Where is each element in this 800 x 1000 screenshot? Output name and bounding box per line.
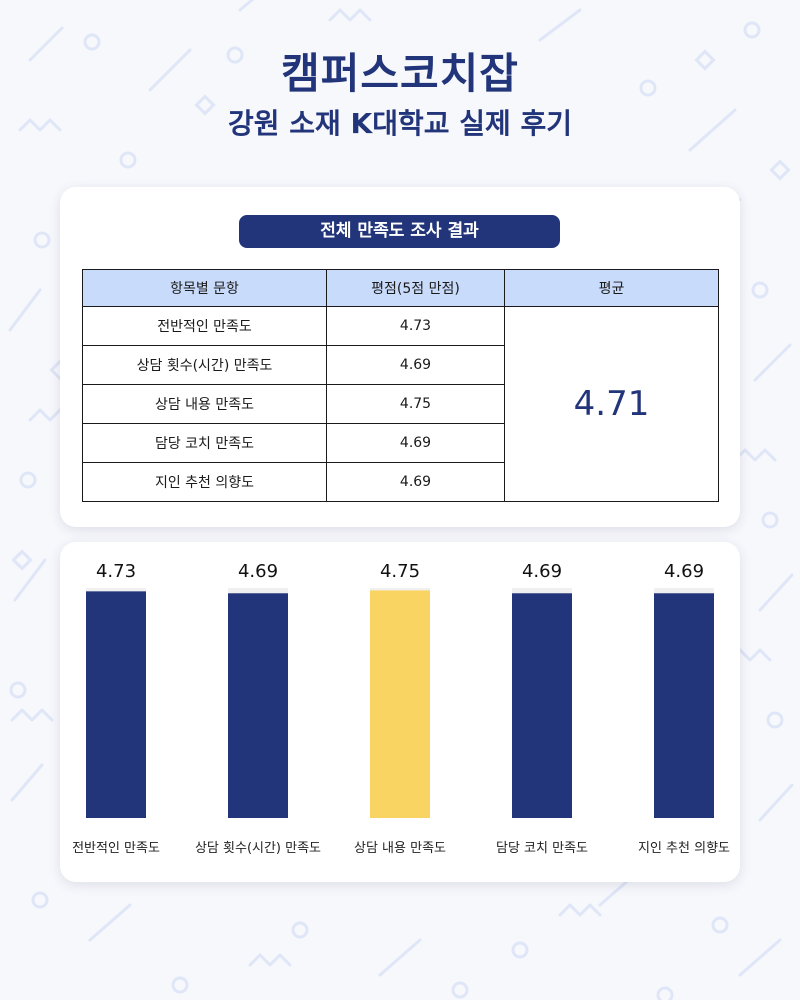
decor-circle <box>639 79 657 97</box>
decor-line <box>88 903 132 942</box>
decor-circle <box>31 891 49 909</box>
bar-value-label: 4.69 <box>238 561 278 582</box>
category-label: 상담 내용 만족도 <box>354 841 446 856</box>
decor-line <box>148 48 192 92</box>
decor-line <box>28 26 64 62</box>
decor-line <box>753 343 792 382</box>
decor-circle <box>119 151 137 169</box>
decor-circle <box>451 981 469 999</box>
category-label: 전반적인 만족도 <box>72 841 160 856</box>
row-item: 담당 코치 만족도 <box>82 423 327 463</box>
decor-circle <box>33 231 51 249</box>
decor-circle <box>83 33 101 51</box>
category-label: 지인 추천 의향도 <box>638 841 730 856</box>
decor-line <box>738 938 782 977</box>
decor-line <box>758 573 794 612</box>
decor-line <box>13 558 47 602</box>
decor-line <box>758 783 794 822</box>
table-row: 지인 추천 의향도 4.69 <box>82 462 719 502</box>
decor-zigzag <box>248 953 292 967</box>
bar-value-label: 4.69 <box>522 561 562 582</box>
brand-logo-text: 캠퍼스코치잡 <box>281 49 519 98</box>
survey-table: 항목별 문항 평점(5점 만점) 평균 전반적인 만족도 4.73 4.71 상… <box>82 269 719 502</box>
decor-line <box>8 288 42 332</box>
decor-circle <box>656 986 674 1000</box>
average-value: 4.71 <box>504 306 719 502</box>
decor-line <box>10 763 44 802</box>
decor-zigzag <box>18 118 62 132</box>
decor-line <box>688 108 737 152</box>
bar-value-label: 4.73 <box>96 561 136 582</box>
decor-circle <box>761 511 779 529</box>
row-score: 4.69 <box>326 345 505 385</box>
bar-value-label: 4.69 <box>664 561 704 582</box>
decor-circle <box>766 711 784 729</box>
decor-circle <box>751 281 769 299</box>
row-item: 지인 추천 의향도 <box>82 462 327 502</box>
bar <box>228 593 288 818</box>
column-header-item: 항목별 문항 <box>82 269 327 307</box>
decor-zigzag <box>733 448 777 462</box>
bar <box>654 593 714 818</box>
decor-line <box>538 8 582 42</box>
bar <box>86 591 146 818</box>
decor-circle <box>511 941 529 959</box>
decor-circle <box>171 976 189 994</box>
decor-circle <box>19 471 37 489</box>
bar-value-label: 4.75 <box>380 561 420 582</box>
category-label: 담당 코치 만족도 <box>496 841 588 856</box>
decor-diamond <box>11 549 33 571</box>
table-row: 담당 코치 만족도 4.69 <box>82 423 719 463</box>
bar-chart-card: 4.73 전반적인 만족도 4.69 상담 횟수(시간) 만족도 4.75 상담 내용 만… <box>60 542 740 882</box>
bar <box>512 593 572 818</box>
table-row: 상담 횟수(시간) 만족도 4.69 <box>82 345 719 385</box>
table-header-row: 항목별 문항 평점(5점 만점) 평균 <box>82 269 719 307</box>
decor-circle <box>226 46 244 64</box>
row-score: 4.73 <box>326 306 505 346</box>
row-score: 4.69 <box>326 462 505 502</box>
row-item: 전반적인 만족도 <box>82 306 327 346</box>
page-subtitle: 강원 소재 K대학교 실제 후기 <box>227 107 573 140</box>
decor-diamond <box>694 49 716 71</box>
decor-circle <box>711 916 729 934</box>
table-row: 전반적인 만족도 4.73 4.71 <box>82 306 719 502</box>
category-label: 상담 횟수(시간) 만족도 <box>195 841 321 856</box>
decor-diamond <box>194 94 216 116</box>
table-row: 상담 내용 만족도 4.75 <box>82 384 719 424</box>
decor-zigzag <box>328 8 372 22</box>
column-header-average: 평균 <box>504 269 719 307</box>
bar-chart: 4.73 전반적인 만족도 4.69 상담 횟수(시간) 만족도 4.75 상담 내용 만… <box>72 561 730 856</box>
row-item: 상담 내용 만족도 <box>82 384 327 424</box>
decor-circle <box>743 21 761 39</box>
bar <box>370 590 430 818</box>
decor-line <box>238 0 255 12</box>
decor-line <box>378 938 422 977</box>
decor-circle <box>291 921 309 939</box>
row-score: 4.69 <box>326 423 505 463</box>
row-item: 상담 횟수(시간) 만족도 <box>82 345 327 385</box>
decor-circle <box>9 681 27 699</box>
row-score: 4.75 <box>326 384 505 424</box>
decor-diamond <box>769 159 791 181</box>
column-header-score: 평점(5점 만점) <box>326 269 505 307</box>
survey-table-card: 전체 만족도 조사 결과 항목별 문항 평점(5점 만점) 평균 전반적인 만족… <box>60 187 740 527</box>
decor-zigzag <box>10 708 54 722</box>
decor-zigzag <box>558 903 602 917</box>
table-title: 전체 만족도 조사 결과 <box>239 215 560 248</box>
